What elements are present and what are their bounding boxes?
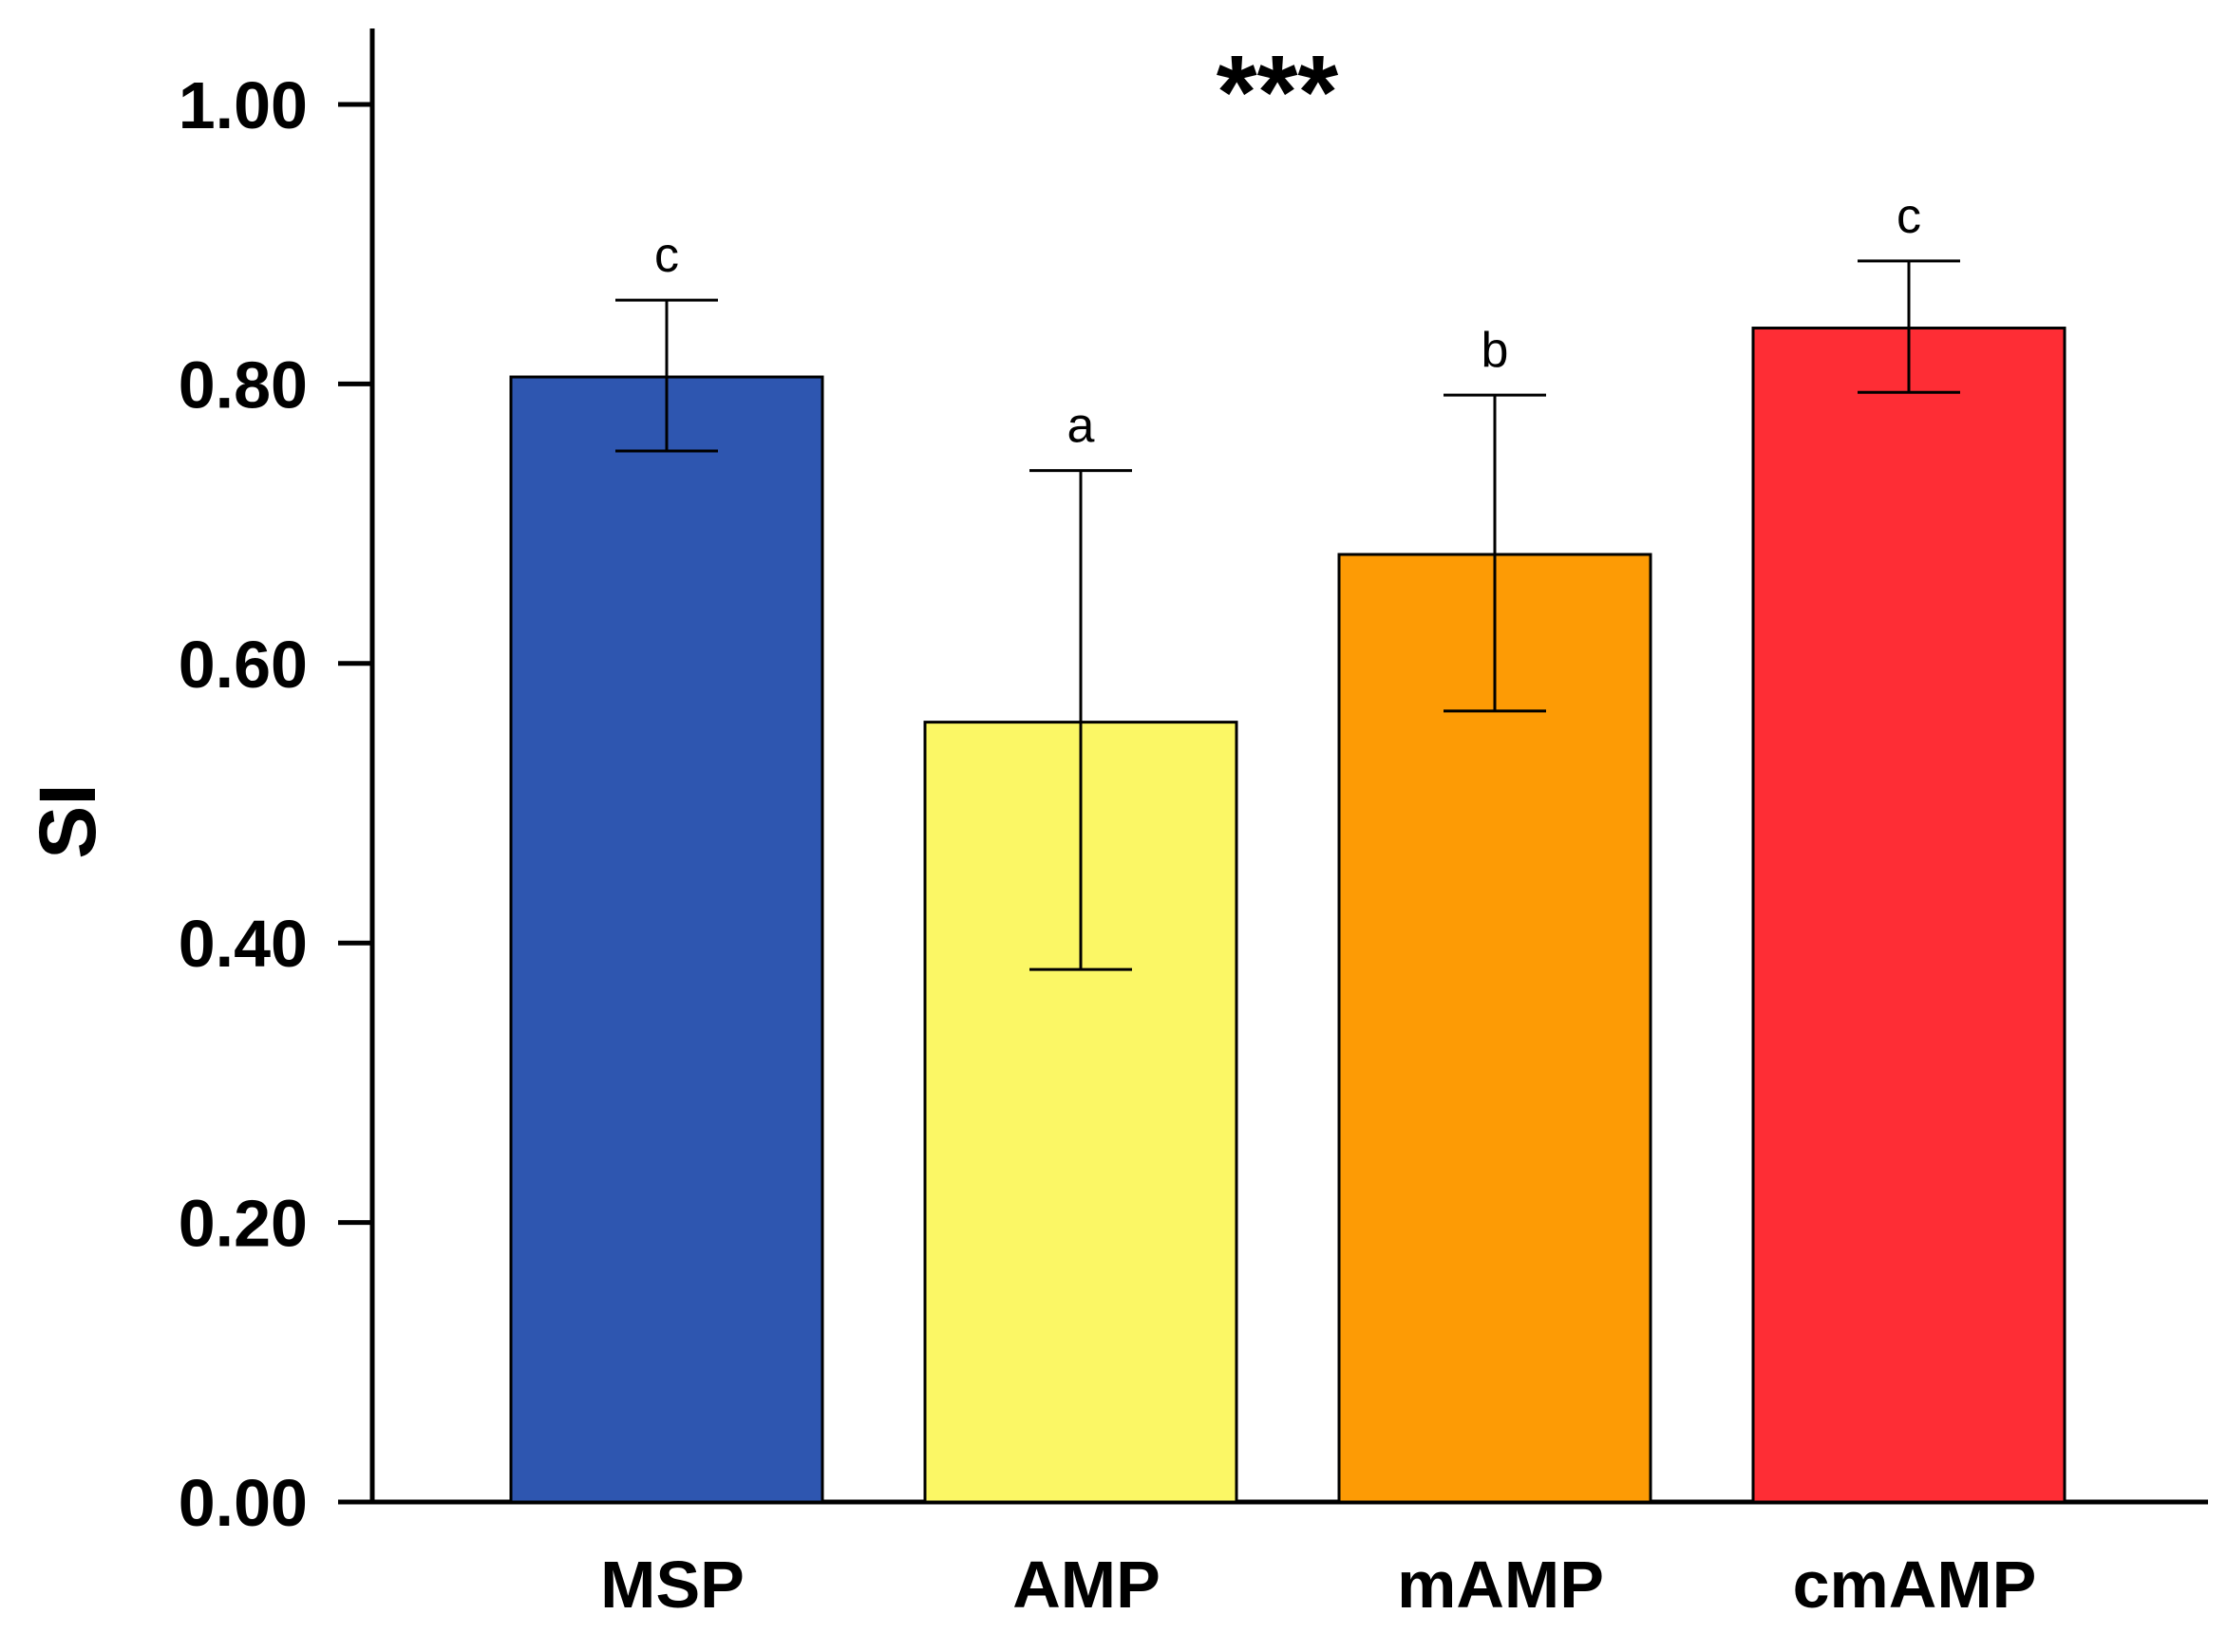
y-axis-label: SI <box>23 783 112 858</box>
significance-letter: a <box>1067 399 1095 454</box>
x-tick-label: MSP <box>600 1548 745 1622</box>
y-tick-label: 0.20 <box>179 1187 308 1261</box>
y-tick-label: 0.00 <box>179 1466 308 1540</box>
y-tick-label: 0.80 <box>179 347 308 422</box>
labels: 0.00 0.20 0.40 0.60 0.80 1.00 c MSP a AMP b mAMP c cm… <box>179 68 2037 1622</box>
bar-cmamp <box>1751 327 2067 1504</box>
error-bars <box>615 259 1960 971</box>
significance-letter: c <box>654 228 679 283</box>
chart-title: *** <box>1217 34 1339 151</box>
y-tick-label: 1.00 <box>179 68 308 142</box>
significance-letter: c <box>1897 189 1921 244</box>
y-tick-label: 0.60 <box>179 628 308 702</box>
x-tick-label: mAMP <box>1397 1548 1604 1622</box>
bar-msp <box>509 375 824 1504</box>
x-tick-label: cmAMP <box>1793 1548 2037 1622</box>
x-tick-label: AMP <box>1012 1548 1161 1622</box>
significance-letter: b <box>1482 323 1509 378</box>
bars <box>509 327 2067 1504</box>
y-tick-label: 0.40 <box>179 907 308 981</box>
